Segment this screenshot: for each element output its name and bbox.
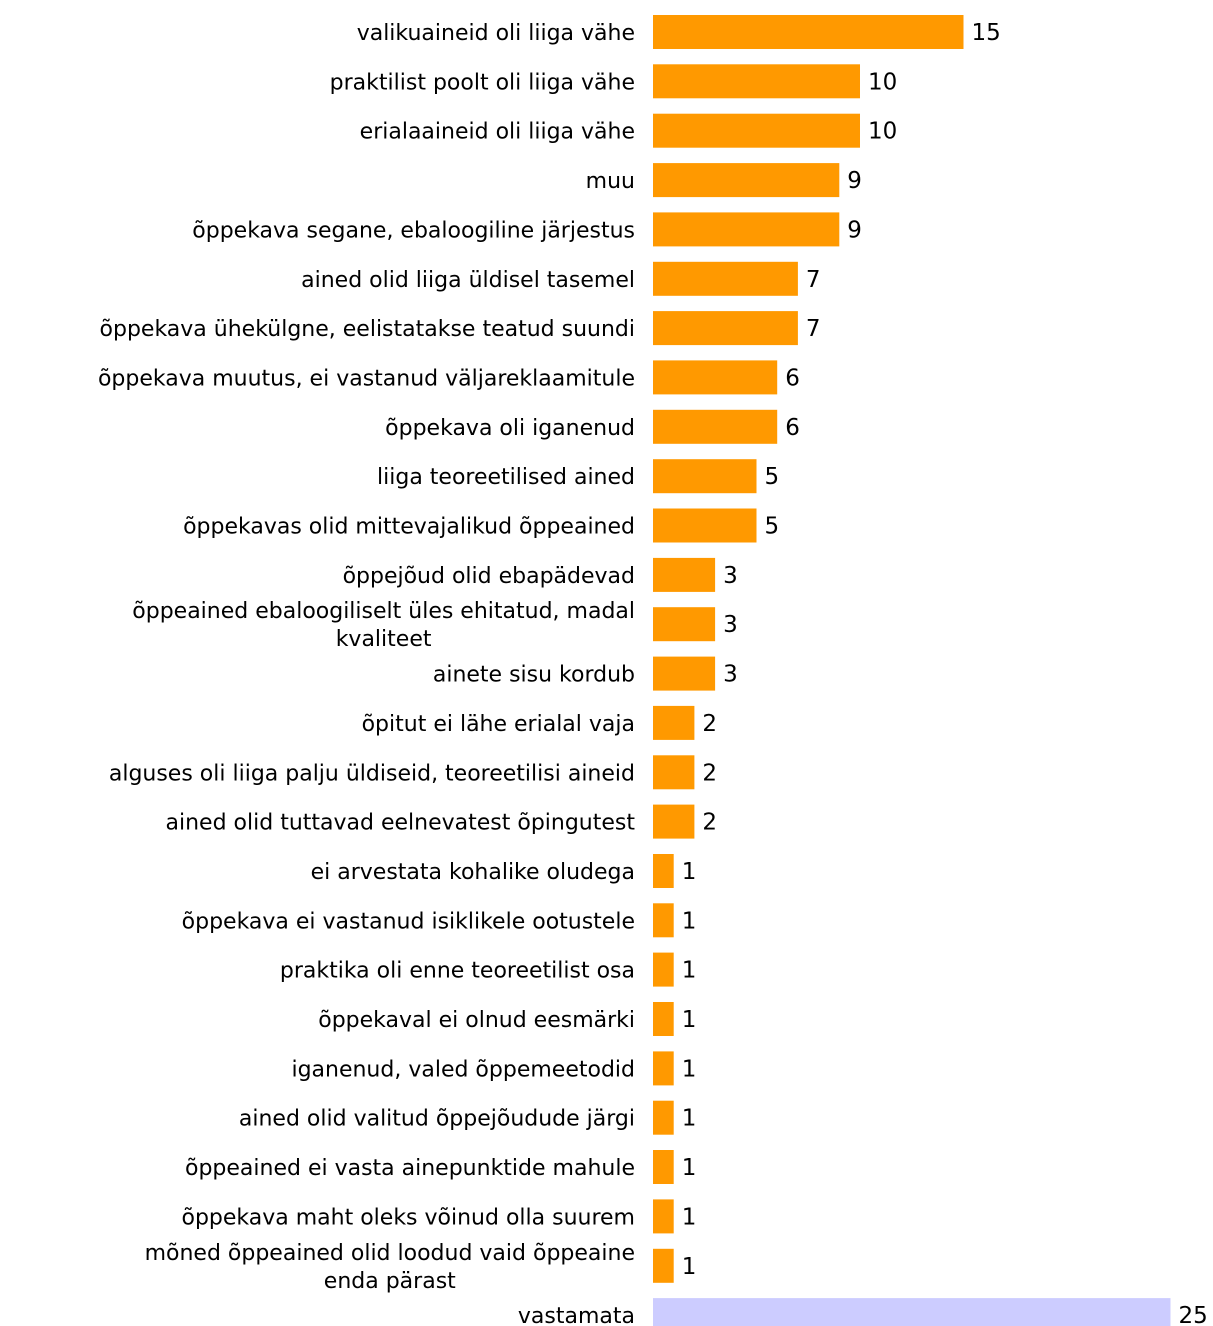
value-label-8: 6 [785, 365, 800, 391]
category-label-25: õppekava maht oleks võinud olla suurem [181, 1205, 635, 1230]
category-label-23: ained olid valitud õppejõudude järgi [239, 1107, 635, 1132]
category-label-10: liiga teoreetilised ained [377, 465, 635, 490]
value-label-9: 6 [785, 415, 800, 441]
category-label-9: õppekava oli iganenud [385, 416, 635, 441]
value-label-20: 1 [682, 958, 697, 984]
value-label-23: 1 [682, 1106, 697, 1132]
bar-6 [653, 261, 798, 296]
value-label-14: 3 [723, 662, 738, 688]
bar-21 [653, 1002, 674, 1036]
bar-2 [653, 64, 860, 99]
value-label-6: 7 [806, 267, 821, 293]
bar-17 [653, 804, 695, 839]
bar-18 [653, 854, 674, 888]
bars [653, 15, 1171, 1326]
category-label-27: vastamata [518, 1304, 635, 1326]
value-label-22: 1 [682, 1056, 697, 1082]
value-label-7: 7 [806, 316, 821, 342]
value-label-13: 3 [723, 612, 738, 638]
category-label-13: õppeained ebaloogiliselt üles ehitatud, … [132, 599, 635, 652]
bar-19 [653, 903, 674, 938]
bar-24 [653, 1150, 674, 1184]
category-label-1: valikuaineid oli liiga vähe [357, 21, 635, 46]
value-label-1: 15 [972, 20, 1001, 46]
bar-9 [653, 409, 778, 444]
value-label-25: 1 [682, 1204, 697, 1230]
value-label-21: 1 [682, 1007, 697, 1033]
bar-27 [653, 1298, 1171, 1326]
bar-13 [653, 607, 716, 642]
category-label-20: praktika oli enne teoreetilist osa [280, 959, 635, 984]
bar-11 [653, 508, 757, 543]
value-label-19: 1 [682, 908, 697, 934]
category-label-12: õppejõud olid ebapädevad [343, 564, 635, 589]
value-label-5: 9 [847, 217, 862, 243]
bar-3 [653, 113, 860, 148]
category-label-11: õppekavas olid mittevajalikud õppeained [183, 515, 635, 540]
bar-15 [653, 705, 695, 740]
category-label-16: alguses oli liiga palju üldiseid, teoree… [109, 761, 635, 786]
category-label-24: õppeained ei vasta ainepunktide mahule [185, 1156, 635, 1181]
bar-26 [653, 1248, 674, 1283]
value-label-27: 25 [1179, 1303, 1208, 1326]
bar-23 [653, 1100, 674, 1135]
value-label-24: 1 [682, 1155, 697, 1181]
value-label-18: 1 [682, 859, 697, 885]
category-label-7: õppekava ühekülgne, eelistatakse teatud … [100, 317, 635, 342]
category-label-8: õppekava muutus, ei vastanud väljareklaa… [98, 366, 635, 391]
bar-16 [653, 755, 695, 790]
category-label-26: mõned õppeained olid loodud vaid õppeain… [145, 1241, 635, 1294]
bar-5 [653, 212, 840, 247]
value-label-16: 2 [702, 760, 717, 786]
bar-10 [653, 459, 757, 494]
value-label-11: 5 [765, 514, 780, 540]
category-label-15: õpitut ei lähe erialal vaja [362, 712, 635, 737]
category-label-19: õppekava ei vastanud isiklikele ootustel… [182, 909, 635, 934]
value-label-4: 9 [847, 168, 862, 194]
bar-25 [653, 1199, 674, 1234]
value-label-12: 3 [723, 563, 738, 589]
bar-4 [653, 163, 840, 198]
category-label-4: muu [586, 169, 635, 194]
category-label-17: ained olid tuttavad eelnevatest õpingute… [166, 811, 636, 836]
bar-22 [653, 1051, 674, 1086]
category-label-21: õppekaval ei olnud eesmärki [318, 1008, 635, 1033]
category-label-6: ained olid liiga üldisel tasemel [301, 268, 635, 293]
bar-20 [653, 952, 674, 987]
value-label-15: 2 [702, 711, 717, 737]
bar-12 [653, 557, 716, 592]
category-label-22: iganenud, valed õppemeetodid [291, 1057, 635, 1082]
value-label-26: 1 [682, 1254, 697, 1280]
value-label-2: 10 [868, 69, 897, 95]
category-label-14: ainete sisu kordub [433, 663, 635, 688]
bar-1 [653, 15, 964, 49]
category-label-2: praktilist poolt oli liiga vähe [330, 70, 635, 95]
bar-8 [653, 360, 778, 395]
bar-7 [653, 311, 798, 346]
category-label-5: õppekava segane, ebaloogiline järjestus [192, 218, 635, 243]
category-labels: valikuaineid oli liiga vähe praktilist po… [98, 21, 635, 1326]
bar-14 [653, 656, 716, 691]
category-label-3: erialaaineid oli liiga vähe [360, 120, 635, 145]
value-label-17: 2 [702, 810, 717, 836]
value-label-3: 10 [868, 119, 897, 145]
value-label-10: 5 [765, 464, 780, 490]
category-label-18: ei arvestata kohalike oludega [311, 860, 635, 885]
